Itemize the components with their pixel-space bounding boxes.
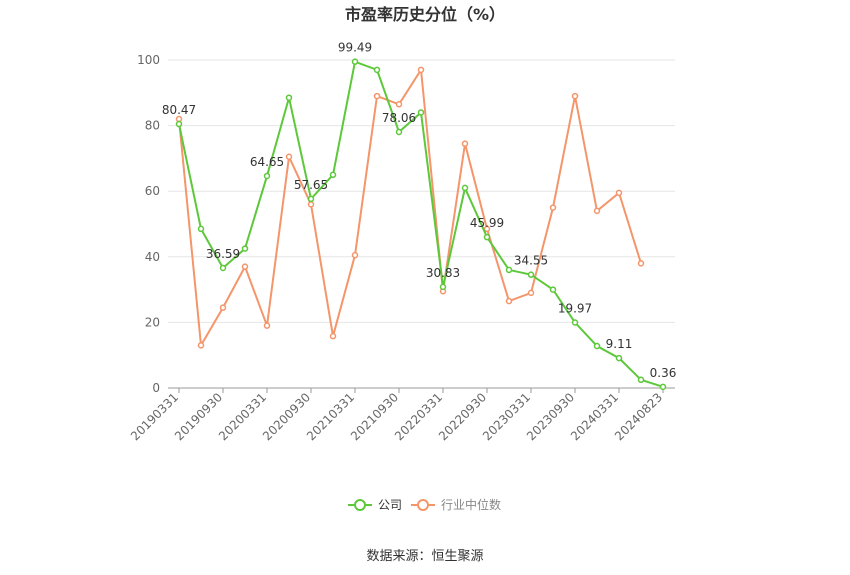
legend-item-0[interactable]: 公司 (348, 498, 402, 512)
series-1 (175, 66, 645, 349)
data-point[interactable] (329, 332, 337, 340)
data-point[interactable] (439, 283, 447, 291)
data-point[interactable] (175, 120, 183, 128)
data-label: 34.55 (514, 254, 548, 268)
y-tick-label: 100 (137, 53, 160, 67)
legend-swatch-marker (354, 499, 366, 511)
y-tick-label: 0 (152, 381, 160, 395)
data-point[interactable] (483, 233, 491, 241)
legend[interactable]: 公司 行业中位数 (348, 497, 501, 512)
data-labels: 80.47 36.59 64.65 57.65 99.49 78.06 30.83 45.99… (162, 41, 677, 380)
data-point[interactable] (285, 153, 293, 161)
data-label: 64.65 (250, 155, 284, 169)
data-point[interactable] (307, 201, 315, 208)
legend-label: 行业中位数 (441, 497, 501, 512)
data-label: 9.11 (606, 337, 633, 351)
data-label: 57.65 (294, 178, 328, 192)
data-point[interactable] (241, 263, 249, 270)
data-point[interactable] (263, 172, 271, 180)
data-point[interactable] (505, 297, 513, 305)
grid (168, 59, 675, 323)
data-point[interactable] (549, 286, 557, 293)
data-point[interactable] (571, 92, 579, 100)
data-point[interactable] (461, 140, 469, 147)
series-line (178, 66, 642, 349)
data-label: 45.99 (470, 216, 504, 230)
data-label: 80.47 (162, 103, 196, 117)
data-label: 99.49 (338, 41, 372, 55)
data-point[interactable] (351, 58, 359, 65)
data-point[interactable] (483, 225, 491, 233)
data-point[interactable] (395, 101, 403, 108)
data-point[interactable] (263, 322, 271, 329)
data-point[interactable] (285, 94, 293, 101)
data-point[interactable] (461, 184, 469, 192)
data-point[interactable] (571, 319, 579, 326)
data-point[interactable] (593, 342, 601, 350)
legend-swatch-marker (417, 499, 429, 511)
data-point[interactable] (417, 66, 425, 74)
data-point[interactable] (395, 128, 403, 136)
data-point[interactable] (351, 251, 359, 259)
data-point[interactable] (175, 115, 183, 123)
data-point[interactable] (527, 271, 535, 278)
data-point[interactable] (373, 92, 381, 100)
data-point[interactable] (659, 383, 667, 391)
data-point[interactable] (197, 225, 205, 233)
data-point[interactable] (219, 264, 227, 272)
series-0 (175, 58, 667, 391)
data-point[interactable] (615, 189, 623, 197)
data-point[interactable] (307, 195, 315, 203)
data-source: 数据来源：恒生聚源 (366, 549, 483, 564)
data-point[interactable] (329, 171, 337, 179)
y-tick-label: 60 (145, 184, 160, 198)
data-point[interactable] (527, 289, 535, 297)
chart-title: 市盈率历史分位（%） (345, 5, 505, 24)
series (175, 58, 667, 391)
data-point[interactable] (549, 204, 557, 211)
data-point[interactable] (417, 109, 425, 116)
data-point[interactable] (637, 376, 645, 384)
legend-label: 公司 (378, 498, 402, 512)
data-label: 30.83 (426, 266, 460, 280)
data-point[interactable] (593, 207, 601, 215)
legend-item-1[interactable]: 行业中位数 (411, 497, 501, 512)
data-label: 78.06 (382, 111, 416, 125)
data-point[interactable] (615, 354, 623, 362)
x-tick-label: 20240823 (612, 390, 665, 443)
data-label: 36.59 (206, 247, 240, 261)
data-point[interactable] (197, 342, 205, 349)
data-point[interactable] (505, 266, 513, 274)
data-label: 0.36 (650, 366, 677, 380)
y-tick-label: 80 (145, 119, 160, 133)
y-tick-label: 20 (145, 315, 160, 329)
data-label: 19.97 (558, 301, 592, 315)
y-tick-label: 40 (145, 250, 160, 264)
data-point[interactable] (373, 66, 381, 74)
data-point[interactable] (241, 245, 249, 252)
data-point[interactable] (637, 260, 645, 267)
data-point[interactable] (219, 304, 227, 311)
